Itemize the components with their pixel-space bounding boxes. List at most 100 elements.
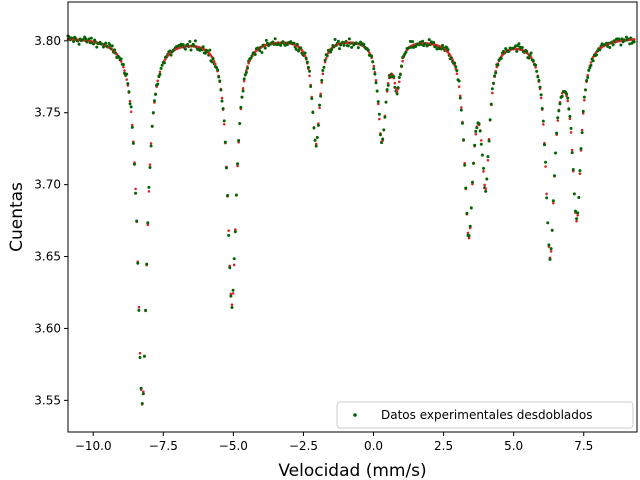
fit-point (214, 62, 217, 66)
data-point (570, 151, 574, 155)
fit-point (314, 142, 318, 146)
data-point (299, 46, 303, 50)
x-tick-label: −2.5 (289, 439, 318, 453)
fit-point (632, 38, 636, 41)
data-point (540, 106, 544, 110)
data-point (246, 66, 249, 70)
fit-point (321, 72, 325, 76)
fit-point (308, 74, 311, 78)
fit-point (125, 78, 129, 81)
data-point (537, 78, 541, 82)
data-point (77, 42, 81, 46)
axis-ticks: −10.0 −7.5 −5.0 −2.5 0.0 2.5 5.0 7.5 3.55 3.60 3.6… (34, 34, 593, 453)
data-point (571, 168, 575, 172)
data-point (95, 45, 99, 49)
y-tick-label: 3.60 (34, 321, 61, 335)
data-point (323, 58, 327, 62)
data-point (525, 49, 529, 53)
fit-point (539, 96, 543, 100)
data-point (384, 100, 388, 104)
fit-point (534, 66, 537, 69)
data-point (578, 169, 582, 173)
data-point (382, 128, 386, 132)
data-point (591, 59, 595, 63)
legend-marker (353, 413, 357, 417)
data-point (529, 51, 533, 55)
data-point (488, 118, 492, 122)
fit-point (119, 60, 123, 63)
data-point (310, 97, 314, 100)
data-point (557, 109, 561, 113)
fit-point (230, 303, 234, 307)
data-point (147, 185, 151, 189)
data-point (330, 47, 334, 51)
fit-point (483, 183, 486, 187)
data-point (305, 60, 309, 64)
fit-point (576, 213, 579, 217)
data-point (632, 40, 636, 44)
data-point (527, 56, 531, 60)
data-point (467, 234, 471, 238)
data-point (201, 45, 205, 49)
data-point (127, 90, 131, 94)
data-point (380, 141, 384, 145)
fit-point (147, 190, 151, 193)
data-point (370, 54, 374, 58)
fit-point (394, 87, 398, 90)
data-point (128, 102, 132, 106)
fit-point (491, 91, 494, 95)
data-point (146, 221, 150, 225)
data-point (598, 48, 602, 52)
data-point (577, 196, 581, 200)
y-tick-label: 3.55 (34, 393, 61, 407)
data-point (372, 67, 376, 71)
data-point (397, 75, 401, 79)
data-point (475, 126, 479, 130)
data-point (208, 48, 212, 52)
fit-point (236, 164, 239, 168)
data-point (560, 94, 564, 98)
data-point (160, 63, 164, 67)
fit-point (232, 263, 236, 267)
data-point (233, 230, 237, 234)
data-point (462, 138, 466, 142)
data-point (499, 56, 503, 60)
fit-point (545, 192, 548, 196)
data-point (158, 72, 162, 76)
data-point (113, 48, 117, 52)
data-point (304, 56, 308, 60)
data-point (459, 108, 463, 112)
data-point (579, 147, 583, 151)
data-point (414, 44, 418, 48)
data-point (337, 47, 341, 51)
data-point (458, 96, 462, 100)
data-point (89, 36, 93, 40)
data-point (517, 42, 521, 46)
y-tick-label: 3.65 (34, 250, 61, 264)
data-point (582, 95, 586, 99)
data-point (478, 129, 482, 133)
data-point (542, 143, 546, 147)
data-point (469, 206, 473, 210)
data-point (279, 43, 283, 47)
data-point (611, 43, 615, 47)
fit-point (241, 87, 245, 90)
data-point (121, 62, 125, 66)
x-tick-label: −7.5 (149, 439, 178, 453)
data-point (468, 224, 472, 228)
data-point (264, 38, 268, 42)
data-point (460, 121, 464, 125)
data-point (260, 51, 264, 55)
data-point (624, 35, 628, 39)
data-point (150, 124, 154, 128)
data-point (211, 57, 215, 60)
fit-point (544, 165, 547, 168)
data-point (398, 72, 402, 76)
data-point (241, 89, 245, 93)
fit-point (229, 292, 233, 296)
data-point (479, 142, 483, 146)
fit-point (234, 228, 237, 231)
data-point (316, 123, 320, 127)
data-point (306, 65, 310, 69)
data-point (333, 37, 337, 41)
